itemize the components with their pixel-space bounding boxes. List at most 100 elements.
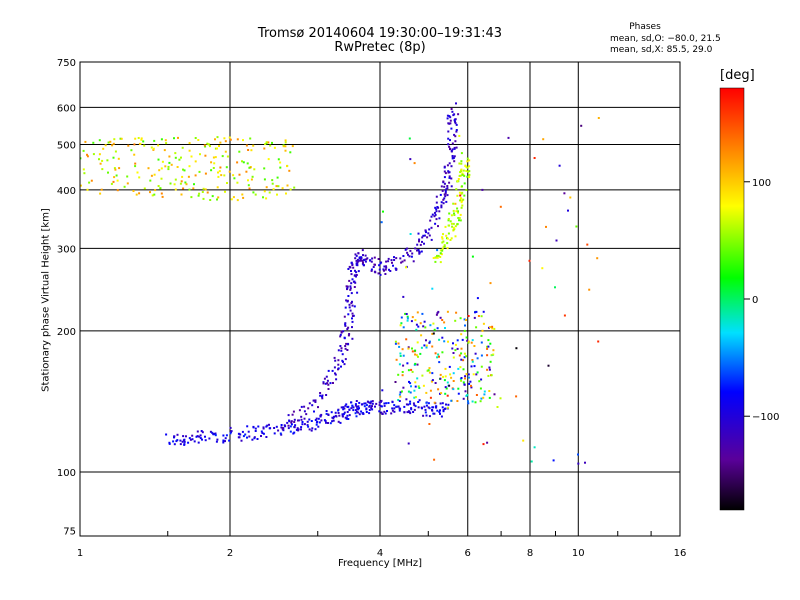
echo-point	[489, 326, 491, 329]
echo-point	[225, 166, 228, 169]
echo-point	[362, 264, 365, 267]
echo-point	[425, 404, 428, 407]
echo-point	[439, 261, 442, 264]
echo-point	[313, 410, 315, 413]
echo-point	[110, 182, 113, 185]
echo-point	[411, 370, 414, 373]
echo-point	[325, 412, 328, 415]
echo-point	[454, 202, 457, 205]
echo-point	[439, 377, 442, 380]
echo-point	[303, 423, 306, 426]
echo-point	[325, 421, 327, 424]
echo-point	[393, 410, 396, 413]
echo-point	[133, 143, 136, 146]
echo-point	[86, 188, 89, 191]
echo-point	[577, 453, 579, 456]
y-tick-label: 600	[57, 103, 76, 114]
echo-point	[427, 232, 430, 235]
echo-point	[444, 172, 447, 175]
echo-point	[160, 177, 163, 180]
echo-point	[248, 187, 251, 190]
echo-point	[403, 411, 406, 414]
echo-point	[433, 328, 436, 331]
echo-point	[466, 166, 469, 169]
echo-point	[422, 414, 425, 417]
echo-point	[393, 256, 395, 259]
echo-point	[207, 143, 210, 146]
echo-point	[403, 259, 406, 262]
echo-point	[194, 160, 197, 163]
echo-point	[418, 251, 421, 254]
echo-point	[303, 405, 306, 408]
echo-point	[187, 441, 190, 444]
echo-point	[340, 347, 343, 350]
echo-point	[465, 336, 468, 339]
echo-point	[344, 358, 347, 361]
echo-point	[398, 400, 401, 402]
echo-point	[456, 194, 459, 197]
echo-point	[541, 267, 544, 270]
echo-point	[410, 368, 413, 371]
echo-point	[450, 237, 453, 240]
echo-point	[232, 174, 235, 177]
echo-point	[337, 367, 340, 370]
echo-point	[430, 238, 433, 241]
echo-point	[330, 411, 333, 414]
echo-point	[293, 426, 296, 429]
echo-point	[449, 139, 451, 142]
echo-point	[268, 423, 270, 426]
echo-point	[150, 174, 153, 177]
echo-point	[471, 360, 474, 363]
echo-point	[474, 401, 477, 404]
echo-point	[413, 162, 416, 165]
echo-point	[354, 409, 357, 412]
echo-point	[265, 186, 268, 189]
echo-point	[441, 319, 444, 321]
echo-point	[222, 441, 225, 444]
echo-point	[457, 178, 460, 180]
echo-point	[492, 353, 495, 356]
echo-point	[332, 382, 334, 384]
echo-point	[165, 142, 168, 145]
echo-point	[461, 199, 464, 202]
echo-point	[347, 295, 350, 297]
echo-point	[454, 135, 457, 138]
echo-point	[385, 260, 388, 263]
echo-point	[414, 319, 417, 322]
echo-point	[220, 174, 223, 177]
echo-point	[337, 349, 340, 352]
echo-point	[232, 196, 235, 199]
echo-point	[443, 185, 446, 188]
echo-point	[441, 237, 444, 240]
echo-point	[337, 409, 340, 412]
echo-point	[281, 187, 284, 190]
echo-point	[303, 417, 306, 420]
echo-point	[194, 174, 197, 177]
echo-point	[160, 192, 163, 195]
echo-point	[449, 220, 452, 223]
colorbar-tick-label: 0	[752, 295, 758, 306]
echo-point	[440, 204, 443, 207]
echo-point	[439, 316, 442, 319]
echo-point	[300, 418, 303, 421]
echo-point	[440, 201, 443, 204]
echo-point	[183, 169, 186, 172]
echo-point	[245, 144, 248, 147]
echo-point	[349, 285, 352, 288]
echo-point	[222, 439, 225, 442]
echo-point	[463, 194, 466, 197]
echo-point	[499, 397, 502, 400]
echo-point	[310, 429, 313, 432]
echo-point	[406, 251, 409, 254]
echo-point	[490, 354, 493, 357]
echo-point	[249, 137, 252, 140]
echo-point	[460, 352, 463, 355]
echo-point	[346, 411, 349, 413]
echo-point	[432, 412, 435, 415]
echo-point	[406, 247, 409, 250]
echo-point	[348, 265, 351, 268]
echo-point	[178, 158, 181, 161]
echo-point	[351, 317, 353, 320]
echo-point	[416, 377, 419, 380]
echo-point	[446, 114, 449, 117]
